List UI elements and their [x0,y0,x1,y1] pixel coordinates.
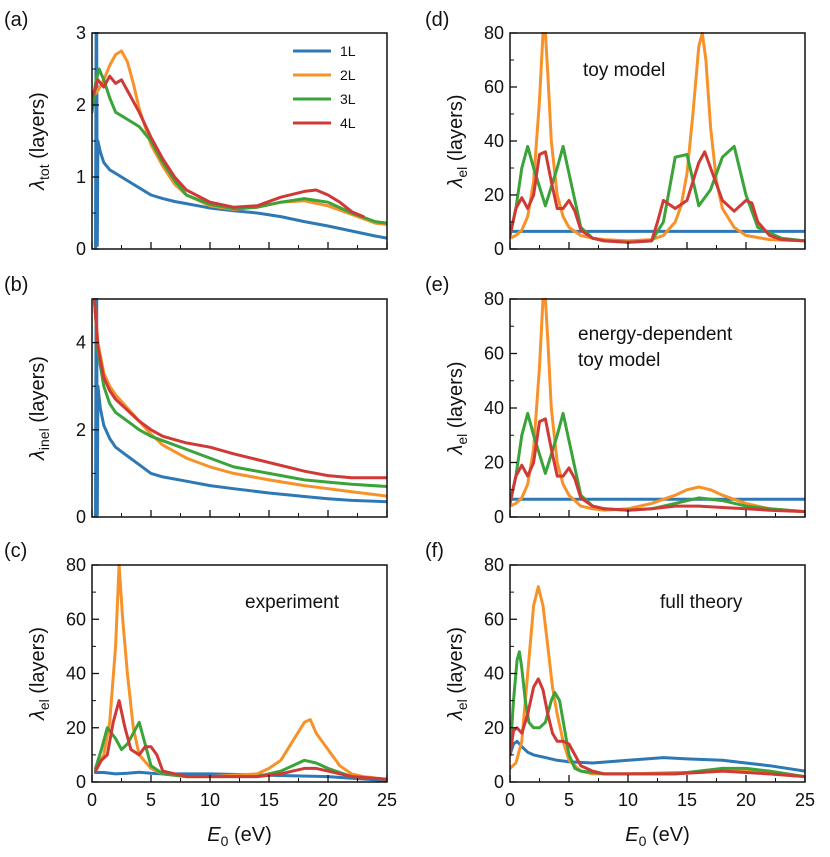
y-tick-label: 0 [494,772,504,792]
legend-label-4L: 4L [340,115,356,131]
y-tick-label: 20 [484,185,504,205]
series-line-f-1L [510,739,805,773]
y-tick-label: 60 [484,344,504,364]
panel-letter-a: (a) [4,9,28,31]
x-tick-label: 20 [318,790,338,810]
series-line-f-4L [510,677,805,779]
y-axis-label-e: λel (layers) [445,362,470,456]
panel-f: 0 5 10 15 20 25 0 20 40 60 80 (f) λel (layers) E0 (eV… [425,540,815,849]
series-group-e [510,298,805,514]
series-line-e-4L [510,417,805,514]
annotation-d: toy model [583,60,665,81]
y-tick-label: 80 [484,23,504,43]
panel-letter-b: (b) [4,274,28,296]
panel-a: 0 1 2 3 (a) λtot (layers) 1L 2L 3L 4L [4,9,388,259]
x-tick-label: 5 [146,790,156,810]
y-axis-label-a: λtot (layers) [27,92,52,191]
legend-label-1L: 1L [340,43,356,59]
y-tick-label: 80 [484,289,504,309]
legend: 1L 2L 3L 4L [293,43,356,131]
x-tick-label: 15 [677,790,697,810]
y-tick-label: 0 [494,507,504,527]
series-group-d [510,32,805,244]
x-tick-label: 10 [200,790,220,810]
series-line-a-2L [92,49,387,226]
y-tick-label: 80 [66,555,86,575]
series-group-c [94,564,387,782]
series-line-b-4L [92,298,387,480]
annotation-c: experiment [245,592,340,613]
series-line-b-3L [92,298,387,488]
y-axis-label-b: λinel (layers) [27,356,52,461]
panel-c: 0 5 10 15 20 25 0 20 40 60 80 (c) λel (layers) E0 (eV… [4,540,397,849]
y-tick-label: 20 [66,718,86,738]
y-tick-label: 3 [76,23,86,43]
y-tick-label: 0 [494,239,504,259]
y-tick-label: 20 [484,453,504,473]
y-tick-label: 2 [76,95,86,115]
y-tick-label: 40 [484,131,504,151]
panel-letter-f: (f) [425,540,444,562]
y-tick-label: 60 [484,77,504,97]
legend-label-2L: 2L [340,67,356,83]
y-tick-label: 40 [484,664,504,684]
x-tick-label: 10 [618,790,638,810]
series-line-a-4L [92,74,365,219]
y-tick-label: 80 [484,555,504,575]
y-axis-label-c: λel (layers) [27,627,52,721]
y-axis-label-f: λel (layers) [445,627,470,721]
annotation-e: energy-dependent [578,324,733,345]
panel-letter-e: (e) [425,274,449,296]
series-line-b-1L [94,298,387,517]
y-tick-label: 20 [484,718,504,738]
series-line-c-3L [94,720,387,781]
series-line-a-1L [94,32,387,249]
panel-letter-d: (d) [425,9,449,31]
legend-label-3L: 3L [340,91,356,107]
annotation-e: toy model [578,350,660,371]
y-tick-label: 0 [76,772,86,792]
y-tick-label: 0 [76,239,86,259]
series-line-c-2L [94,564,387,781]
series-line-c-4L [94,699,387,781]
series-group-b [92,298,387,517]
x-tick-label: 25 [377,790,397,810]
series-line-d-4L [510,150,805,244]
x-tick-label: 5 [564,790,574,810]
panel-b: 0 2 4 (b) λinel (layers) [4,274,388,527]
y-tick-label: 60 [66,609,86,629]
y-tick-label: 4 [76,333,86,353]
y-tick-label: 40 [66,664,86,684]
series-line-f-2L [510,585,805,779]
y-tick-label: 1 [76,167,86,187]
y-tick-label: 40 [484,398,504,418]
y-axis-label-d: λel (layers) [445,95,470,189]
series-line-b-2L [92,298,387,498]
plot-frame-c [91,564,388,783]
x-tick-label: 0 [87,790,97,810]
y-tick-label: 60 [484,609,504,629]
panel-e: 0 20 40 60 80 (e) λel (layers) energy-dependent… [425,274,806,527]
panel-d: 0 20 40 60 80 (d) λel (layers) toy model [425,9,806,259]
x-axis-label-f: E0 (eV) [625,824,689,849]
plot-frame-f [509,564,806,783]
series-group-a [92,32,387,249]
x-tick-label: 15 [259,790,279,810]
annotation-f: full theory [660,592,743,613]
series-group-f [510,585,805,779]
x-axis-label-c: E0 (eV) [207,824,271,849]
x-tick-label: 0 [505,790,515,810]
y-tick-label: 0 [76,507,86,527]
x-tick-label: 20 [736,790,756,810]
panel-letter-c: (c) [4,540,27,562]
y-tick-label: 2 [76,420,86,440]
x-tick-label: 25 [795,790,815,810]
plot-frame-a [91,32,388,250]
